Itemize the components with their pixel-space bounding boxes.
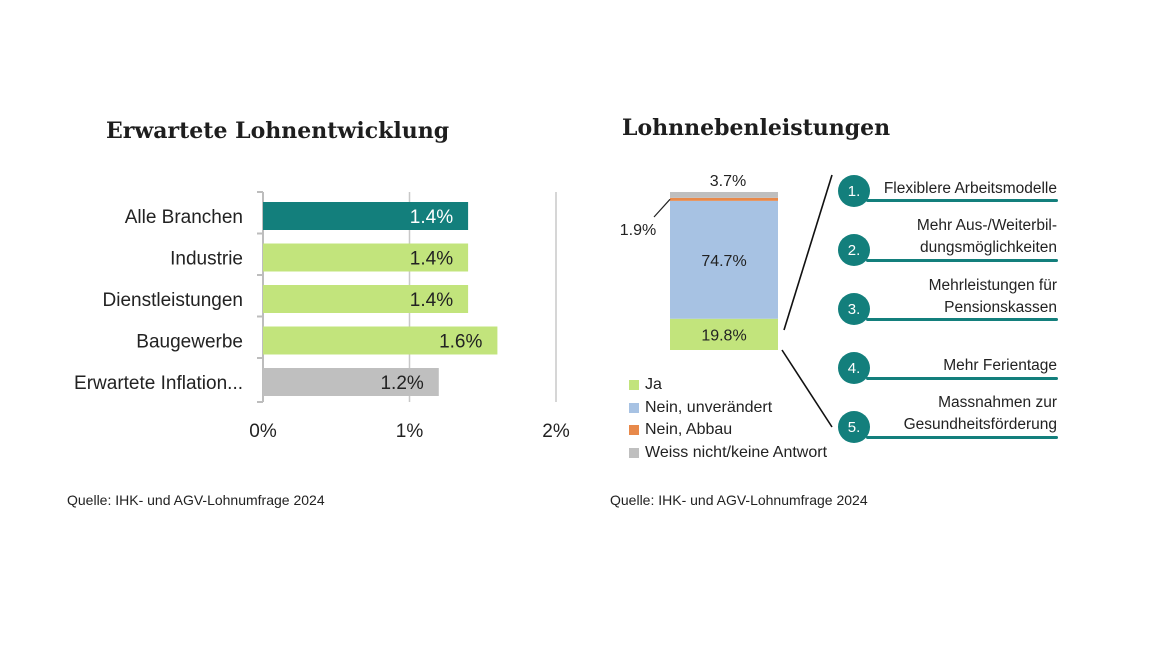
rank-underline — [866, 318, 1058, 321]
rank-item-text: Mehrleistungen für Pensionskassen — [928, 277, 1057, 316]
legend-label: Weiss nicht/keine Antwort — [645, 443, 828, 461]
stack-segment — [670, 318, 778, 350]
x-tick-label: 0% — [249, 421, 277, 440]
lohnentwicklung-bar-chart: Alle Branchen 1.4% Industrie 1.4% Dienstleis… — [74, 191, 570, 440]
data-label: 1.4% — [410, 249, 453, 270]
legend-swatch — [629, 447, 639, 458]
stack-segment — [670, 197, 778, 201]
data-label: 1.4% — [410, 290, 453, 311]
left-source: Quelle: IHK- und AGV-Lohnumfrage 2024 — [67, 492, 325, 508]
x-tick-label: 2% — [542, 421, 570, 440]
rank-underline — [866, 199, 1058, 202]
legend-label: Ja — [645, 376, 662, 393]
rank-badge: 5. — [838, 411, 870, 443]
rank-badge: 3. — [838, 293, 870, 325]
rank-item-text: Mehr Ferientage — [943, 357, 1057, 374]
rank-underline — [866, 436, 1058, 439]
legend-item: Ja — [629, 376, 662, 394]
legend-swatch — [629, 402, 639, 413]
rank-badge: 4. — [838, 352, 870, 384]
bar — [263, 326, 498, 355]
category-label: Dienstleistungen — [103, 290, 243, 311]
left-chart-title: Erwartete Lohnentwicklung — [106, 118, 450, 144]
bar — [263, 202, 469, 230]
rank-underline — [866, 259, 1058, 262]
category-label: Baugewerbe — [136, 332, 243, 353]
segment-label: 1.9% — [620, 222, 656, 239]
legend-swatch — [629, 380, 639, 390]
connector-line — [781, 349, 833, 428]
data-label: 1.4% — [410, 207, 453, 228]
segment-label: 3.7% — [710, 173, 746, 190]
legend-item: Nein, unverändert — [629, 399, 772, 417]
rank-badge: 1. — [838, 175, 870, 207]
category-label: Alle Branchen — [125, 207, 243, 228]
rank-underline — [866, 377, 1058, 380]
data-label: 1.6% — [439, 332, 482, 353]
segment-label: 19.8% — [701, 327, 746, 344]
legend-item: Nein, Abbau — [629, 421, 732, 439]
lohnnebenleistungen-stacked-chart: 19.8% 74.7% 3.7% 1.9% — [620, 173, 833, 428]
bar — [263, 243, 469, 272]
stack-segment — [670, 192, 778, 198]
x-tick-label: 1% — [396, 421, 424, 440]
segment-label: 74.7% — [701, 253, 746, 270]
right-source: Quelle: IHK- und AGV-Lohnumfrage 2024 — [610, 492, 868, 508]
stack-segment — [670, 200, 778, 319]
right-chart-title: Lohnnebenleistungen — [622, 115, 891, 141]
rank-badge: 2. — [838, 234, 870, 266]
rank-item-text: Mehr Aus-/Weiterbil- dungsmöglichkeiten — [916, 217, 1057, 256]
legend-label: Nein, unverändert — [645, 398, 773, 416]
connector-line — [783, 174, 833, 331]
bar — [263, 368, 439, 396]
rank-item-text: Flexiblere Arbeitsmodelle — [883, 180, 1057, 197]
legend-swatch — [629, 425, 639, 435]
category-label: Industrie — [170, 249, 243, 270]
legend-label: Nein, Abbau — [645, 421, 733, 438]
bar — [263, 285, 469, 313]
legend-item: Weiss nicht/keine Antwort — [629, 444, 827, 462]
leader-line — [653, 198, 671, 218]
data-label: 1.2% — [380, 373, 423, 394]
category-label: Erwartete Inflation... — [74, 373, 243, 394]
rank-item-text: Massnahmen zur Gesundheitsförderung — [903, 394, 1057, 433]
